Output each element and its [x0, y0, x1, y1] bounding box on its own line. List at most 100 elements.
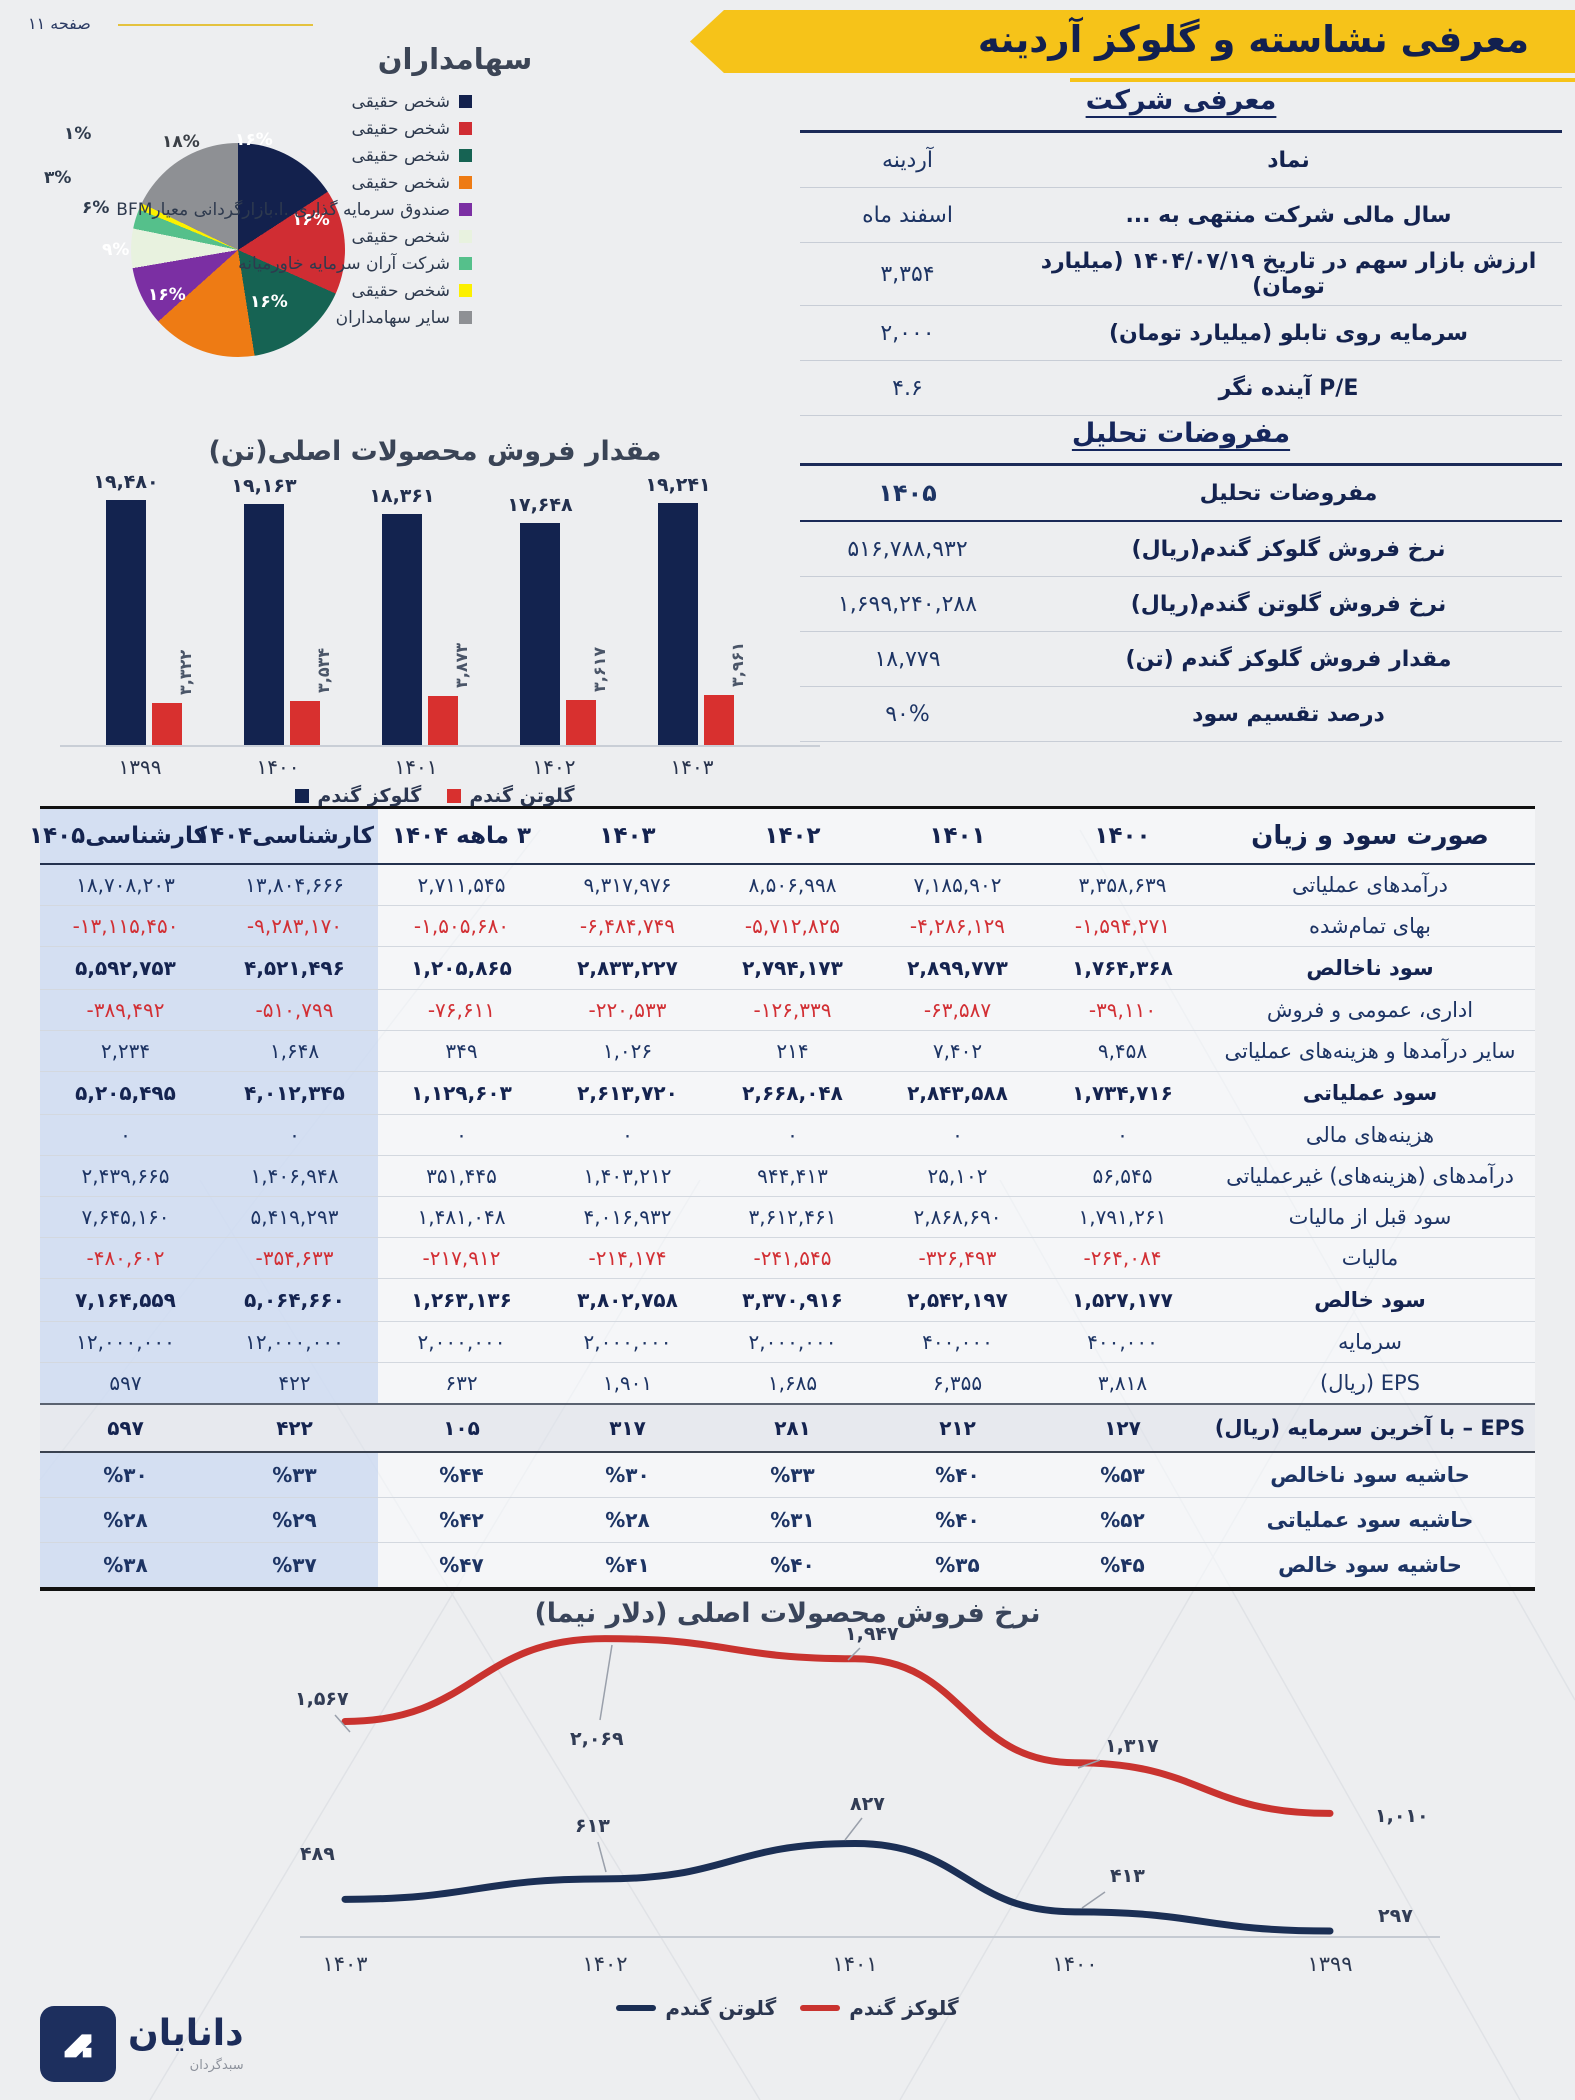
- row-label: سرمایه: [1205, 1321, 1535, 1363]
- table-cell: ۳,۸۱۸: [1040, 1362, 1205, 1405]
- cell-value: ۷,۶۴۵,۱۶۰: [81, 1205, 170, 1229]
- x-axis-tick-label: ۱۴۰۲: [582, 1952, 628, 1976]
- table-cell: -۱,۵۰۵,۶۸۰: [378, 905, 545, 947]
- table-cell: %۴۰: [875, 1452, 1040, 1498]
- pie-title: سهامداران: [377, 42, 533, 76]
- table-cell: ۵,۰۶۴,۶۶۰: [211, 1278, 378, 1322]
- pie-slice-value-label: ۱۶%: [292, 210, 330, 230]
- row-value: ۳,۳۵۴: [880, 261, 935, 287]
- x-axis-tick-label: ۱۴۰۰: [256, 755, 300, 779]
- income-statement-table: صورت سود و زیان ۱۴۰۰ ۱۴۰۱ ۱۴۰۲ ۱۴۰۳ ۳ ماهه ۱۴…: [29, 806, 1535, 1591]
- row-label: سایر درآمدها و هزینه‌های عملیاتی: [1205, 1030, 1535, 1072]
- cell-value: -۱۲۶,۳۳۹: [753, 998, 832, 1022]
- cell-value: ۶,۳۵۵: [932, 1371, 983, 1395]
- pie-slice-value-label: ۱۶%: [148, 285, 186, 305]
- table-cell: ۱,۰۲۶: [545, 1030, 710, 1072]
- cell-value: -۲۶۴,۰۸۴: [1083, 1246, 1162, 1270]
- table-cell: ۱۲۷: [1040, 1403, 1205, 1453]
- table-cell: ۹,۳۱۷,۹۷۶: [545, 864, 710, 906]
- glucose-bar: [520, 523, 560, 745]
- table-cell: %۳۵: [875, 1542, 1040, 1591]
- cell-value: ۱,۷۳۴,۷۱۶: [1072, 1081, 1173, 1105]
- table-cell: -۹,۲۸۳,۱۷۰: [211, 905, 378, 947]
- table-cell: ۲,۴۳۹,۶۶۵: [40, 1155, 211, 1197]
- table-cell: %۳۳: [211, 1452, 378, 1498]
- table-cell: ۵۹۷: [40, 1403, 211, 1453]
- cell-value: -۶,۴۸۴,۷۴۹: [579, 914, 676, 938]
- company-info-heading: معرفی شرکت: [1085, 85, 1277, 116]
- cell-value: ۱,۰۲۶: [602, 1039, 653, 1063]
- table-cell: ۵,۲۰۵,۴۹۵: [40, 1071, 211, 1115]
- table-cell: ۳۴۹: [378, 1030, 545, 1072]
- legend-swatch-icon: [459, 149, 472, 162]
- row-label: P/E آینده نگر: [1218, 375, 1359, 401]
- cell-value: ۷,۱۶۴,۵۵۹: [75, 1288, 176, 1312]
- column-header: ۱۴۰۰: [1040, 806, 1205, 865]
- cell-value: %۳۸: [103, 1553, 148, 1577]
- gluten-bar: [704, 695, 734, 745]
- table-row: EPS – با آخرین سرمایه (ریال) ۱۲۷ ۲۱۲ ۲۸۱ ۳۱۷…: [40, 1403, 1535, 1453]
- page-title: معرفی نشاسته و گلوکز آردینه: [977, 18, 1529, 61]
- table-cell: -۲۱۴,۱۷۴: [545, 1237, 710, 1279]
- cell-value: ۱,۲۰۵,۸۶۵: [411, 956, 512, 980]
- line-chart-title: نرخ فروش محصولات اصلی (دلار نیما): [534, 1598, 1041, 1629]
- cell-value: %۲۹: [272, 1508, 317, 1532]
- table-cell: ۲,۰۰۰,۰۰۰: [545, 1321, 710, 1363]
- cell-value: -۲۱۷,۹۱۲: [422, 1246, 501, 1270]
- cell-value: ۱۰۵: [443, 1416, 480, 1440]
- cell-value: -۱,۵۰۵,۶۸۰: [413, 914, 510, 938]
- table-cell: ۲,۸۳۳,۲۲۷: [545, 946, 710, 990]
- table-cell: %۳۱: [710, 1497, 875, 1543]
- line-point-label: ۲,۰۶۹: [570, 1728, 624, 1750]
- cell-value: ۳,۳۷۰,۹۱۶: [742, 1288, 843, 1312]
- x-axis-tick-label: ۱۴۰۳: [322, 1952, 368, 1976]
- cell-value: ۰: [456, 1123, 467, 1147]
- row-label: بهای تمام‌شده: [1205, 905, 1535, 947]
- table-cell: ۴۰۰,۰۰۰: [875, 1321, 1040, 1363]
- legend-line-icon: [800, 2005, 841, 2011]
- table-cell: ۰: [1040, 1114, 1205, 1156]
- legend-label: شخص حقیقی: [351, 172, 450, 193]
- row-label: هزینه‌های مالی: [1205, 1114, 1535, 1156]
- cell-value: ۲,۶۶۸,۰۴۸: [742, 1081, 843, 1105]
- table-cell: ۶,۳۵۵: [875, 1362, 1040, 1405]
- row-label: مقدار فروش گلوکز گندم (تن): [1125, 646, 1452, 672]
- table-cell: -۲۱۷,۹۱۲: [378, 1237, 545, 1279]
- x-axis-tick-label: ۱۴۰۲: [532, 755, 576, 779]
- legend-label: گلوکز گندم: [849, 1996, 959, 2020]
- table-cell: %۳۸: [40, 1542, 211, 1591]
- table-cell: %۵۳: [1040, 1452, 1205, 1498]
- row-label: حاشیه سود عملیاتی: [1205, 1497, 1535, 1543]
- glucose-bar: [658, 503, 698, 745]
- table-cell: ۷,۱۸۵,۹۰۲: [875, 864, 1040, 906]
- table-row: حاشیه سود ناخالص %۵۳ %۴۰ %۳۳ %۳۰ %۴۴ %۳۳ %۳۰: [40, 1452, 1535, 1498]
- table-cell: ۱,۲۶۳,۱۳۶: [378, 1278, 545, 1322]
- legend-item: شخص حقیقی: [116, 142, 472, 169]
- legend-label: گلوتن گندم: [469, 785, 575, 807]
- title-underline: [1070, 78, 1575, 82]
- cell-value: ۰: [952, 1123, 963, 1147]
- cell-value: %۵۳: [1100, 1463, 1145, 1487]
- cell-value: ۲,۰۰۰,۰۰۰: [417, 1330, 506, 1354]
- cell-value: ۱۲,۰۰۰,۰۰۰: [76, 1330, 175, 1354]
- row-value: ۴.۶: [892, 375, 923, 401]
- legend-swatch-icon: [459, 311, 472, 324]
- cell-value: ۴,۵۲۱,۴۹۶: [244, 956, 345, 980]
- legend-item: شخص حقیقی: [116, 223, 472, 250]
- table-cell: %۲۸: [40, 1497, 211, 1543]
- cell-value: ۰: [1117, 1123, 1128, 1147]
- cell-value: ۵۶,۵۴۵: [1092, 1164, 1153, 1188]
- legend-swatch-icon: [459, 95, 472, 108]
- table-row: سود قبل از مالیات ۱,۷۹۱,۲۶۱ ۲,۸۶۸,۶۹۰ ۳,۶۱۲…: [40, 1196, 1535, 1238]
- table-cell: ۲,۰۰۰,۰۰۰: [378, 1321, 545, 1363]
- line-point-label: ۱,۵۶۷: [295, 1688, 349, 1710]
- table-row: حاشیه سود عملیاتی %۵۲ %۴۰ %۳۱ %۲۸ %۴۲ %۲۹ %۲۸: [40, 1497, 1535, 1543]
- table-cell: -۷۶,۶۱۱: [378, 989, 545, 1031]
- table-cell: ۲۵,۱۰۲: [875, 1155, 1040, 1197]
- legend-item: گلوتن گندم: [447, 785, 575, 807]
- table-cell: ۲,۸۹۹,۷۷۳: [875, 946, 1040, 990]
- header-rule: [118, 24, 313, 26]
- cell-value: ۵۹۷: [107, 1416, 144, 1440]
- legend-item: شخص حقیقی: [116, 169, 472, 196]
- table-cell: %۴۱: [545, 1542, 710, 1591]
